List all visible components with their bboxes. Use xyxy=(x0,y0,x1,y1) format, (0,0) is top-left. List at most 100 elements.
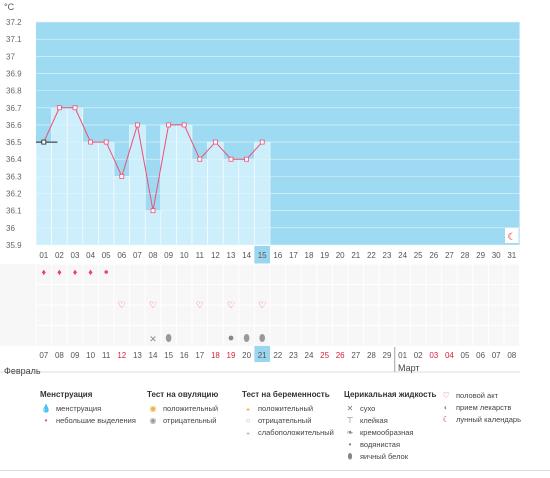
legend-title: Менструация xyxy=(40,390,93,399)
pill-icon: ◐ xyxy=(443,403,449,412)
legend-item: яичный белок xyxy=(360,452,409,461)
day-number: 30 xyxy=(492,251,501,260)
y-tick-label: 37 xyxy=(6,52,15,61)
bottom-date-number: 21 xyxy=(258,351,267,360)
temperature-point xyxy=(103,139,109,145)
day-number: 10 xyxy=(180,251,189,260)
y-tick-label: 36.8 xyxy=(6,87,22,96)
bottom-date-number: 19 xyxy=(227,351,236,360)
y-tick-label: 36.7 xyxy=(6,104,22,113)
y-tick-label: 36.1 xyxy=(6,207,22,216)
day-number: 04 xyxy=(86,251,95,260)
bottom-date-number: 28 xyxy=(367,351,376,360)
temperature-point xyxy=(57,105,62,111)
egg-white-icon: ⬮ xyxy=(347,452,353,461)
bottom-date-number: 14 xyxy=(149,351,158,360)
temperature-bar xyxy=(222,158,240,246)
day-number: 28 xyxy=(461,251,470,260)
creamy-icon: ❧ xyxy=(346,428,354,437)
day-number: 21 xyxy=(351,251,360,260)
day-number: 01 xyxy=(39,251,48,260)
day-number: 18 xyxy=(305,251,314,260)
bottom-date-number: 01 xyxy=(398,351,407,360)
legend-item: лунный календарь xyxy=(456,415,522,424)
ovulation-positive-icon: ◉ xyxy=(149,404,157,413)
pregnancy-positive-icon: ◒ xyxy=(245,404,251,413)
egg-white-icon xyxy=(243,334,250,342)
today-highlight xyxy=(254,246,270,264)
bottom-date-number: 08 xyxy=(55,351,64,360)
bottom-date-number: 12 xyxy=(117,351,126,360)
month-label-march: Март xyxy=(398,363,420,373)
spotting-icon xyxy=(104,270,108,274)
temperature-bar xyxy=(160,124,177,246)
y-tick-label: 36.5 xyxy=(6,138,22,147)
bottom-date-number: 27 xyxy=(351,351,360,360)
ovulation-negative-icon: ◉ xyxy=(149,416,157,425)
bottom-date-number: 10 xyxy=(86,351,95,360)
day-number: 27 xyxy=(445,251,454,260)
egg-white-icon xyxy=(259,334,266,342)
legend-title: Церикальная жидкость xyxy=(344,390,437,399)
pregnancy-negative-icon: ○ xyxy=(245,416,251,425)
heart-icon: ♡ xyxy=(227,300,235,310)
day-number: 13 xyxy=(227,251,236,260)
bottom-date-number: 11 xyxy=(102,351,111,360)
bottom-date-number: 13 xyxy=(133,351,142,360)
legend-item: положительный xyxy=(163,404,219,413)
watery-icon: • xyxy=(348,440,352,449)
y-tick-label: 36 xyxy=(6,224,15,233)
bottom-date-number: 16 xyxy=(180,351,189,360)
temperature-point xyxy=(150,208,156,214)
day-number: 08 xyxy=(149,251,158,260)
heart-icon: ♡ xyxy=(118,300,126,310)
day-number: 31 xyxy=(507,251,516,260)
temperature-point xyxy=(228,156,234,162)
legend-item: менструация xyxy=(56,404,102,413)
bottom-date-number: 20 xyxy=(242,351,251,360)
y-tick-label: 36.2 xyxy=(6,190,22,199)
bottom-date-number: 24 xyxy=(305,351,314,360)
egg-white-icon xyxy=(165,334,172,342)
day-number: 15 xyxy=(258,251,267,260)
legend-menstruation: Менструация 💧 менструация • небольшие выде… xyxy=(40,390,136,427)
bottom-date-number: 07 xyxy=(39,351,48,360)
menstruation-icon: ♦ xyxy=(57,267,62,277)
heart-icon: ♡ xyxy=(196,300,204,310)
legend-item: прием лекарств xyxy=(456,403,512,412)
day-number: 24 xyxy=(398,251,407,260)
legend-ovulation: Тест на овуляцию ◉ положительный ◉ отрицат… xyxy=(147,390,218,427)
legend-item: отрицательный xyxy=(163,416,217,425)
legend-item: небольшие выделения xyxy=(56,416,136,425)
day-number: 02 xyxy=(55,251,64,260)
legend-item: клейкая xyxy=(360,416,388,425)
temperature-bar xyxy=(176,124,193,246)
bottom-date-number: 07 xyxy=(492,351,501,360)
bottom-date-number: 04 xyxy=(445,351,454,360)
bottom-date-number: 09 xyxy=(71,351,80,360)
temperature-point xyxy=(166,122,172,128)
sticky-icon: ⊤ xyxy=(346,416,354,425)
bottom-date-number: 08 xyxy=(507,351,516,360)
bottom-date-number: 02 xyxy=(414,351,423,360)
y-tick-label: 36.3 xyxy=(6,172,22,181)
legend-title: Тест на беременность xyxy=(242,390,330,399)
temperature-point xyxy=(72,105,78,111)
day-number: 25 xyxy=(414,251,423,260)
legend-item: кремообразная xyxy=(360,428,414,437)
day-number: 17 xyxy=(289,251,298,260)
day-number: 06 xyxy=(117,251,126,260)
y-tick-label: 36.4 xyxy=(6,155,22,164)
temperature-point xyxy=(88,139,93,145)
legend-title: Тест на овуляцию xyxy=(147,390,219,399)
menstruation-icon: 💧 xyxy=(41,404,51,413)
day-number: 29 xyxy=(476,251,485,260)
y-tick-label: 37.2 xyxy=(6,18,22,27)
month-label-february: Февраль xyxy=(4,366,41,376)
day-number: 26 xyxy=(429,251,438,260)
day-number: 19 xyxy=(320,251,329,260)
bottom-date-number: 29 xyxy=(383,351,392,360)
dry-icon: ✕ xyxy=(346,404,354,413)
temperature-point xyxy=(197,156,203,162)
